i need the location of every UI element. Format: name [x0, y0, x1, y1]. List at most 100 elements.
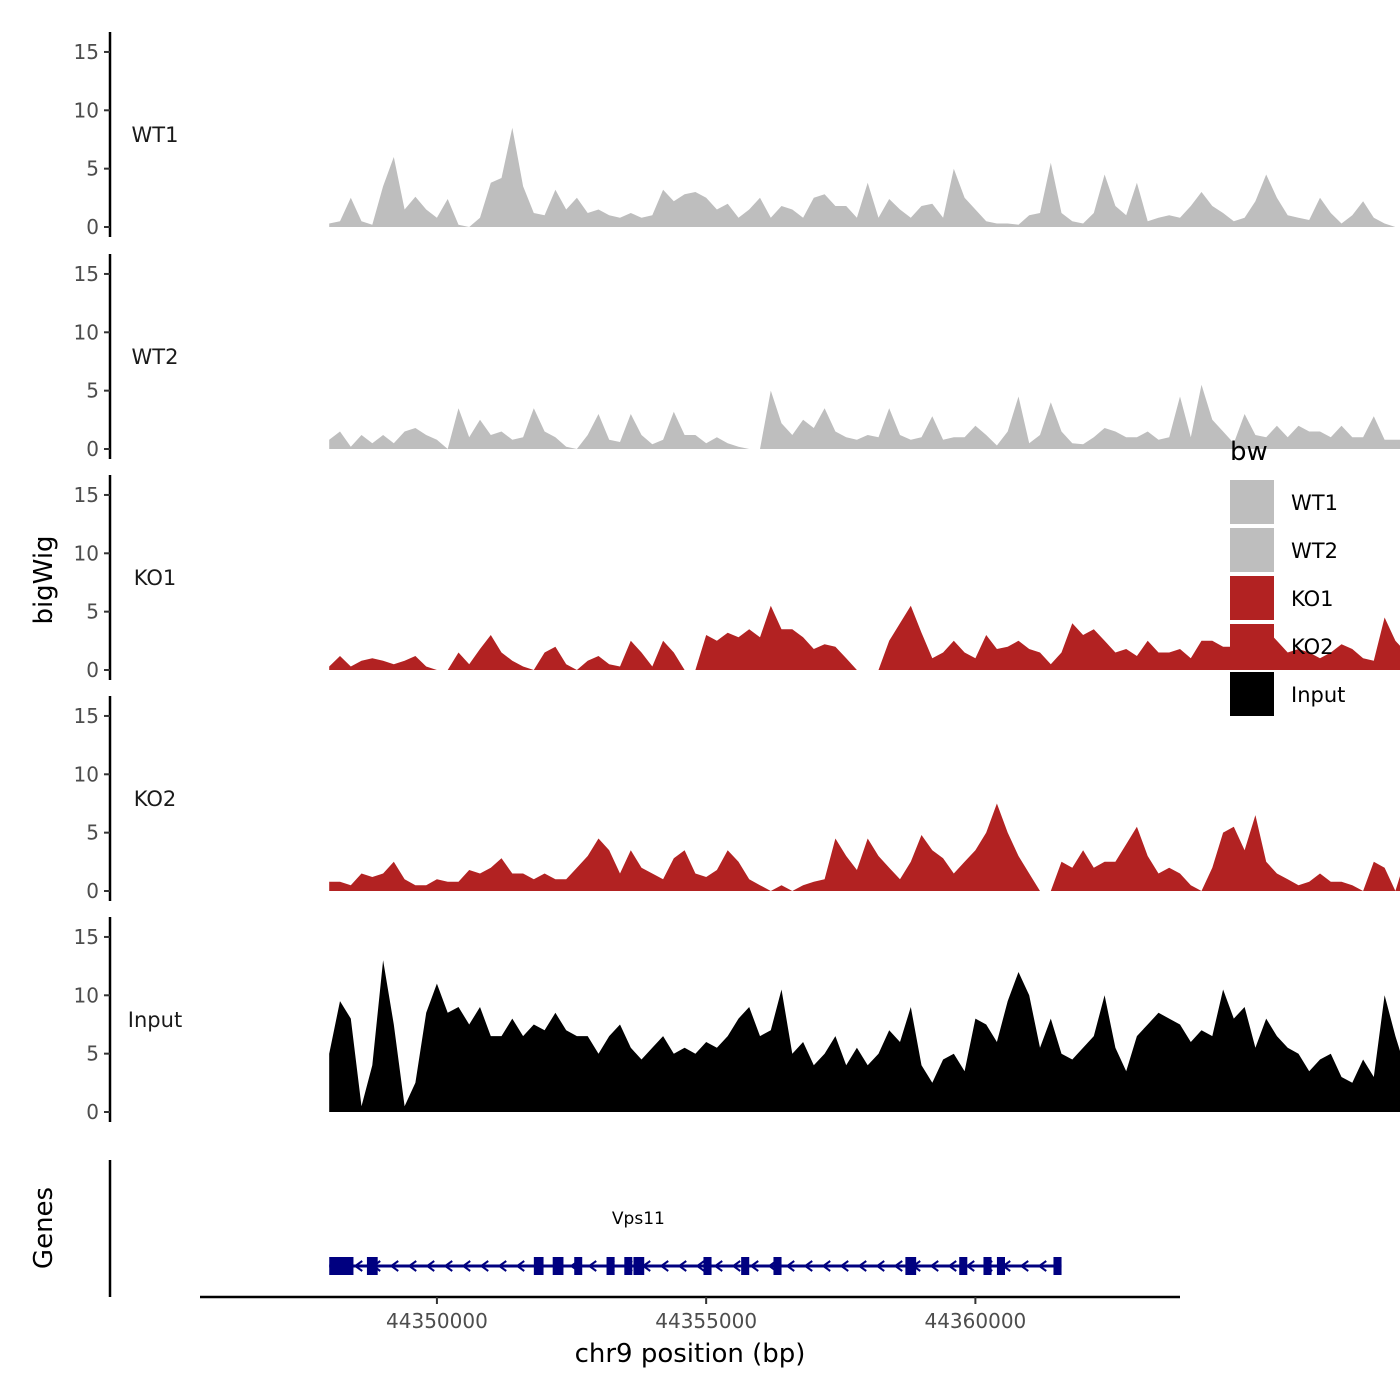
strand-arrow	[587, 1260, 597, 1272]
strand-arrow	[677, 1260, 687, 1272]
y-tick-label: 0	[86, 879, 99, 903]
y-tick-label: 0	[86, 437, 99, 461]
genes-panel: Vps11	[108, 1160, 1062, 1297]
y-tick-label: 0	[86, 215, 99, 239]
strand-arrow	[443, 1260, 453, 1272]
legend-item-input: Input	[1230, 672, 1345, 716]
track-label-input: Input	[128, 1008, 182, 1032]
x-axis-title: chr9 position (bp)	[575, 1339, 806, 1369]
track-label-ko1: KO1	[134, 566, 177, 590]
legend-item-ko2: KO2	[1230, 624, 1334, 668]
exon	[552, 1257, 564, 1275]
legend-label: WT2	[1291, 539, 1338, 563]
y-tick-label: 5	[86, 157, 99, 181]
strand-arrow	[893, 1260, 903, 1272]
genes-axis-title: Genes	[29, 1187, 59, 1269]
y-tick-label: 10	[74, 762, 99, 786]
y-tick-label: 5	[86, 600, 99, 624]
strand-arrow	[1037, 1260, 1047, 1272]
exon	[703, 1257, 712, 1275]
signal-area-wt1	[329, 127, 1400, 227]
y-tick-label: 15	[74, 704, 99, 728]
legend-swatch	[1230, 576, 1274, 620]
strand-arrow	[839, 1260, 849, 1272]
legend-label: Input	[1291, 683, 1345, 707]
strand-arrow	[875, 1260, 885, 1272]
y-tick-label: 0	[86, 1100, 99, 1124]
exon	[905, 1257, 917, 1275]
strand-arrow	[695, 1260, 705, 1272]
legend-item-wt2: WT2	[1230, 528, 1338, 572]
strand-arrow	[857, 1260, 867, 1272]
signal-area-wt2	[329, 384, 1400, 449]
y-tick-label: 5	[86, 379, 99, 403]
y-tick-label: 15	[74, 40, 99, 64]
y-axis-title: bigWig	[29, 535, 59, 624]
signal-area-ko1	[329, 605, 1400, 670]
exon	[329, 1257, 354, 1275]
x-axis: 44350000 44355000 44360000	[200, 1295, 1180, 1333]
strand-arrow	[947, 1260, 957, 1272]
legend-swatch	[1230, 480, 1274, 524]
exon	[606, 1257, 615, 1275]
strand-arrow	[785, 1260, 795, 1272]
gene-name-label: Vps11	[612, 1209, 665, 1229]
strand-arrow	[749, 1260, 759, 1272]
x-tick-label: 44355000	[655, 1309, 757, 1333]
legend-label: KO2	[1291, 635, 1334, 659]
track-input: 0 5 10 15 Input	[74, 917, 1400, 1124]
strand-arrow	[389, 1260, 399, 1272]
strand-arrow	[821, 1260, 831, 1272]
y-tick-label: 5	[86, 821, 99, 845]
track-ko1: 0 5 10 15 KO1	[74, 475, 1400, 682]
exon	[983, 1257, 992, 1275]
strand-arrow	[713, 1260, 723, 1272]
exon	[773, 1257, 782, 1275]
strand-arrow	[425, 1260, 435, 1272]
track-label-wt2: WT2	[132, 345, 179, 369]
legend-label: KO1	[1291, 587, 1334, 611]
strand-arrow	[803, 1260, 813, 1272]
legend-swatch	[1230, 624, 1274, 668]
y-tick-label: 10	[74, 98, 99, 122]
exon	[1053, 1257, 1062, 1275]
y-tick-label: 15	[74, 925, 99, 949]
legend-label: WT1	[1291, 491, 1338, 515]
track-label-wt1: WT1	[132, 123, 179, 147]
y-tick-label: 5	[86, 1042, 99, 1066]
track-wt1: 0 5 10 15 WT1	[74, 32, 1400, 239]
legend-title: bw	[1230, 437, 1268, 467]
strand-arrow	[731, 1260, 741, 1272]
track-ko2: 0 5 10 15 KO2	[74, 696, 1400, 903]
x-tick-label: 44350000	[386, 1309, 488, 1333]
signal-area-ko2	[329, 803, 1400, 891]
gene-model: Vps11	[329, 1209, 1062, 1275]
exon	[366, 1257, 378, 1275]
y-tick-label: 0	[86, 658, 99, 682]
strand-arrow	[929, 1260, 939, 1272]
exon	[533, 1257, 544, 1275]
legend: bw WT1 WT2 KO1 KO2 Input	[1230, 437, 1345, 716]
y-tick-label: 10	[74, 541, 99, 565]
strand-arrow	[479, 1260, 489, 1272]
exon	[959, 1257, 968, 1275]
strand-arrow	[515, 1260, 525, 1272]
legend-item-wt1: WT1	[1230, 480, 1338, 524]
signal-area-input	[329, 960, 1400, 1112]
strand-arrow	[659, 1260, 669, 1272]
strand-arrow	[407, 1260, 417, 1272]
exon	[633, 1257, 645, 1275]
strand-arrow	[497, 1260, 507, 1272]
exon	[624, 1257, 633, 1275]
y-tick-label: 15	[74, 262, 99, 286]
legend-item-ko1: KO1	[1230, 576, 1334, 620]
strand-arrow	[353, 1260, 363, 1272]
track-wt2: 0 5 10 15 WT2	[74, 254, 1400, 461]
legend-swatch	[1230, 528, 1274, 572]
bigwig-tracks: 0 5 10 15 WT1 0 5 10 15 WT2 0 5 10 15 KO1 0 5 10 15 KO2 0 5 10…	[74, 32, 1400, 1124]
track-label-ko2: KO2	[134, 787, 177, 811]
exon	[574, 1257, 583, 1275]
exon	[741, 1257, 750, 1275]
y-tick-label: 15	[74, 483, 99, 507]
